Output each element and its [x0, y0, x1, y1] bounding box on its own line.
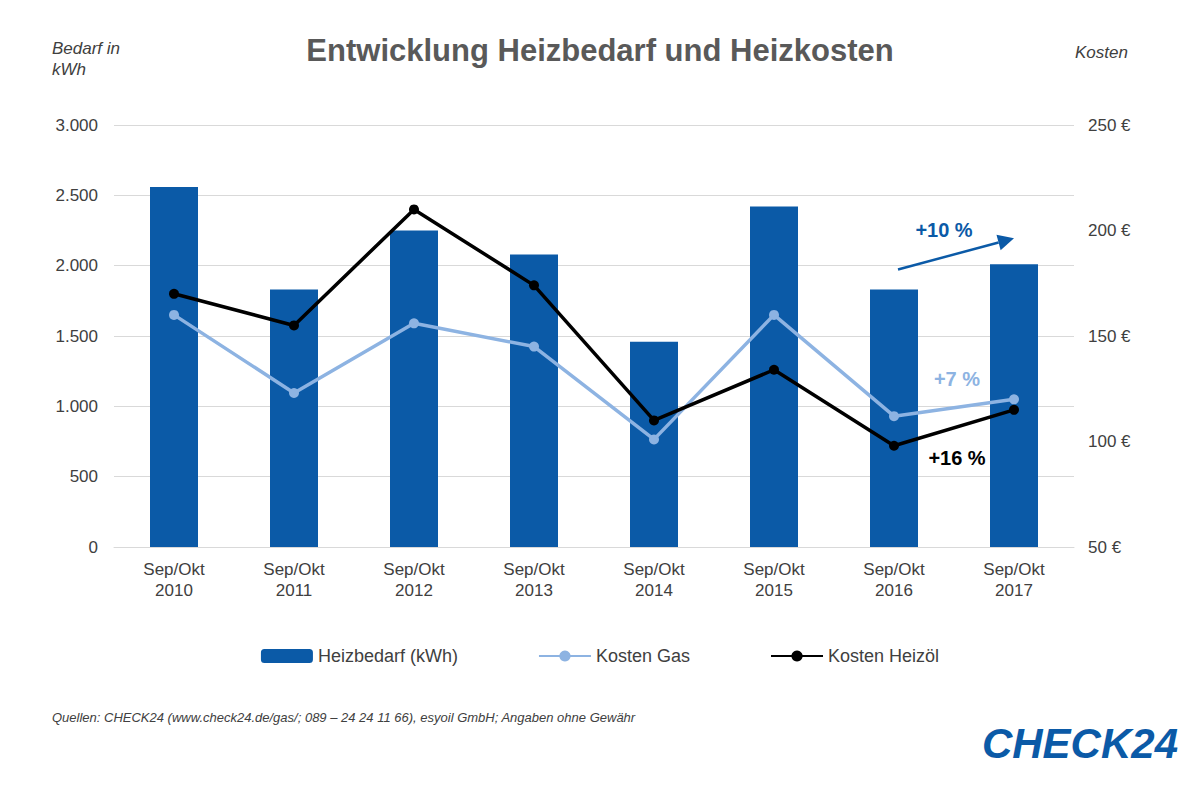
- svg-text:0: 0: [89, 538, 98, 557]
- svg-text:2010: 2010: [155, 581, 193, 600]
- svg-text:Sep/Okt: Sep/Okt: [983, 560, 1045, 579]
- svg-text:2.500: 2.500: [55, 186, 98, 205]
- svg-text:Sep/Okt: Sep/Okt: [743, 560, 805, 579]
- svg-text:Quellen: CHECK24 (www.check24.: Quellen: CHECK24 (www.check24.de/gas/; 0…: [52, 710, 636, 725]
- svg-text:250 €: 250 €: [1088, 116, 1131, 135]
- svg-text:Entwicklung Heizbedarf und Hei: Entwicklung Heizbedarf und Heizkosten: [306, 33, 893, 68]
- svg-text:2012: 2012: [395, 581, 433, 600]
- svg-text:Sep/Okt: Sep/Okt: [503, 560, 565, 579]
- svg-text:150 €: 150 €: [1088, 327, 1131, 346]
- svg-text:Sep/Okt: Sep/Okt: [383, 560, 445, 579]
- svg-text:Sep/Okt: Sep/Okt: [623, 560, 685, 579]
- svg-text:Bedarf in: Bedarf in: [52, 39, 120, 58]
- svg-text:kWh: kWh: [52, 60, 86, 79]
- svg-text:100 €: 100 €: [1088, 432, 1131, 451]
- svg-text:+10 %: +10 %: [915, 219, 972, 241]
- svg-text:50 €: 50 €: [1088, 538, 1122, 557]
- svg-text:200 €: 200 €: [1088, 221, 1131, 240]
- svg-text:500: 500: [70, 467, 98, 486]
- svg-text:3.000: 3.000: [55, 116, 98, 135]
- svg-text:1.500: 1.500: [55, 327, 98, 346]
- svg-text:2015: 2015: [755, 581, 793, 600]
- svg-text:Kosten Gas: Kosten Gas: [596, 646, 690, 666]
- svg-text:2013: 2013: [515, 581, 553, 600]
- svg-text:2.000: 2.000: [55, 256, 98, 275]
- svg-text:Sep/Okt: Sep/Okt: [143, 560, 205, 579]
- svg-text:+7 %: +7 %: [934, 368, 980, 390]
- svg-text:2017: 2017: [995, 581, 1033, 600]
- svg-text:1.000: 1.000: [55, 397, 98, 416]
- svg-text:Kosten Heizöl: Kosten Heizöl: [828, 646, 939, 666]
- svg-text:+16 %: +16 %: [928, 447, 985, 469]
- svg-text:Sep/Okt: Sep/Okt: [263, 560, 325, 579]
- svg-text:CHECK24: CHECK24: [982, 720, 1178, 767]
- svg-text:2016: 2016: [875, 581, 913, 600]
- svg-text:Heizbedarf (kWh): Heizbedarf (kWh): [318, 646, 458, 666]
- svg-text:Sep/Okt: Sep/Okt: [863, 560, 925, 579]
- svg-text:2014: 2014: [635, 581, 673, 600]
- svg-text:2011: 2011: [276, 581, 313, 600]
- svg-text:Kosten: Kosten: [1075, 43, 1128, 62]
